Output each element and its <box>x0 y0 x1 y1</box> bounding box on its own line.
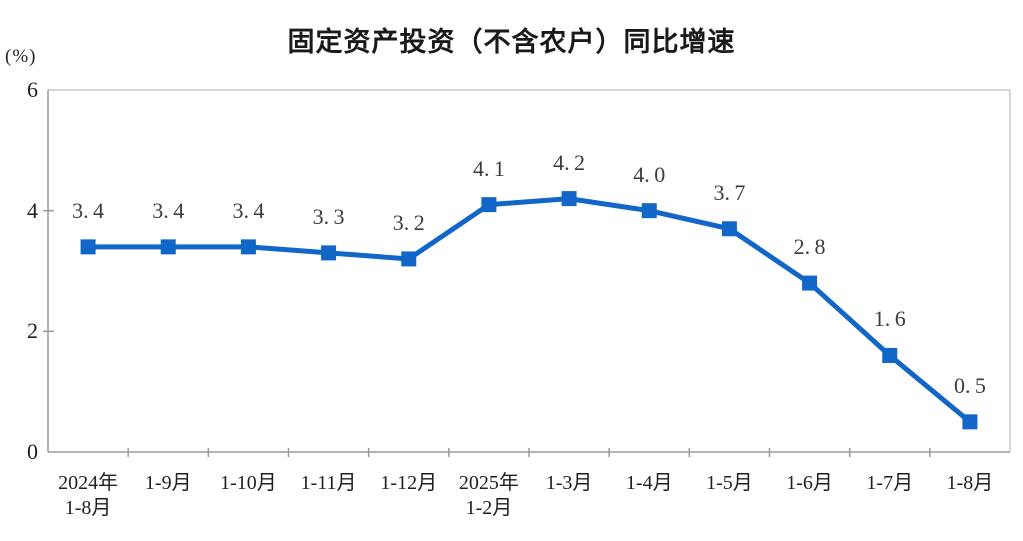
x-axis-label: 1-7月 <box>866 472 914 494</box>
data-point-marker <box>80 239 96 255</box>
x-axis-label: 2024年 1-8月 <box>58 472 119 519</box>
y-axis-tick-label: 6 <box>27 77 38 102</box>
x-axis-label: 1-5月 <box>706 472 753 494</box>
data-point-marker <box>401 251 417 267</box>
x-axis-label: 1-4月 <box>625 472 673 494</box>
data-point-marker <box>561 191 577 207</box>
data-label: 4. 1 <box>472 155 505 181</box>
y-axis-tick-label: 4 <box>27 197 38 223</box>
x-axis-label: 1-8月 <box>946 472 994 494</box>
data-point-marker <box>882 347 898 363</box>
data-label: 1. 6 <box>873 306 906 332</box>
series-line <box>88 196 972 424</box>
y-axis-tick-label: 0 <box>27 439 38 464</box>
data-label: 3. 4 <box>72 197 105 223</box>
data-label: 3. 4 <box>152 197 185 223</box>
data-label: 2. 8 <box>793 234 826 260</box>
x-axis-label: 1-12月 <box>380 472 438 494</box>
x-axis-label: 1-10月 <box>220 472 277 494</box>
data-point-marker <box>321 245 337 261</box>
chart-title: 固定资产投资（不含农户）同比增速 <box>287 27 736 57</box>
data-label: 3. 4 <box>232 197 265 223</box>
data-point-marker <box>802 275 818 291</box>
data-label: 3. 3 <box>312 203 345 229</box>
data-point-marker <box>240 239 256 255</box>
data-label: 3. 2 <box>392 209 425 235</box>
x-axis-label: 1-11月 <box>300 472 357 494</box>
y-axis-tick-label: 2 <box>27 318 38 344</box>
data-point-marker <box>962 414 978 430</box>
data-point-marker <box>721 221 737 237</box>
data-point-marker <box>481 197 497 213</box>
data-point-marker <box>160 239 176 255</box>
data-label: 3. 7 <box>713 179 746 205</box>
data-point-marker <box>641 203 657 219</box>
x-axis-label: 1-9月 <box>144 472 192 494</box>
data-label: 0. 5 <box>953 372 986 398</box>
data-label: 4. 2 <box>553 149 586 175</box>
x-axis-label: 2025年 1-2月 <box>458 472 519 519</box>
data-label: 4. 0 <box>633 161 666 187</box>
x-axis-label: 1-6月 <box>786 472 833 494</box>
y-axis-unit-label: (%) <box>5 46 37 67</box>
x-axis-label: 1-3月 <box>545 472 593 494</box>
